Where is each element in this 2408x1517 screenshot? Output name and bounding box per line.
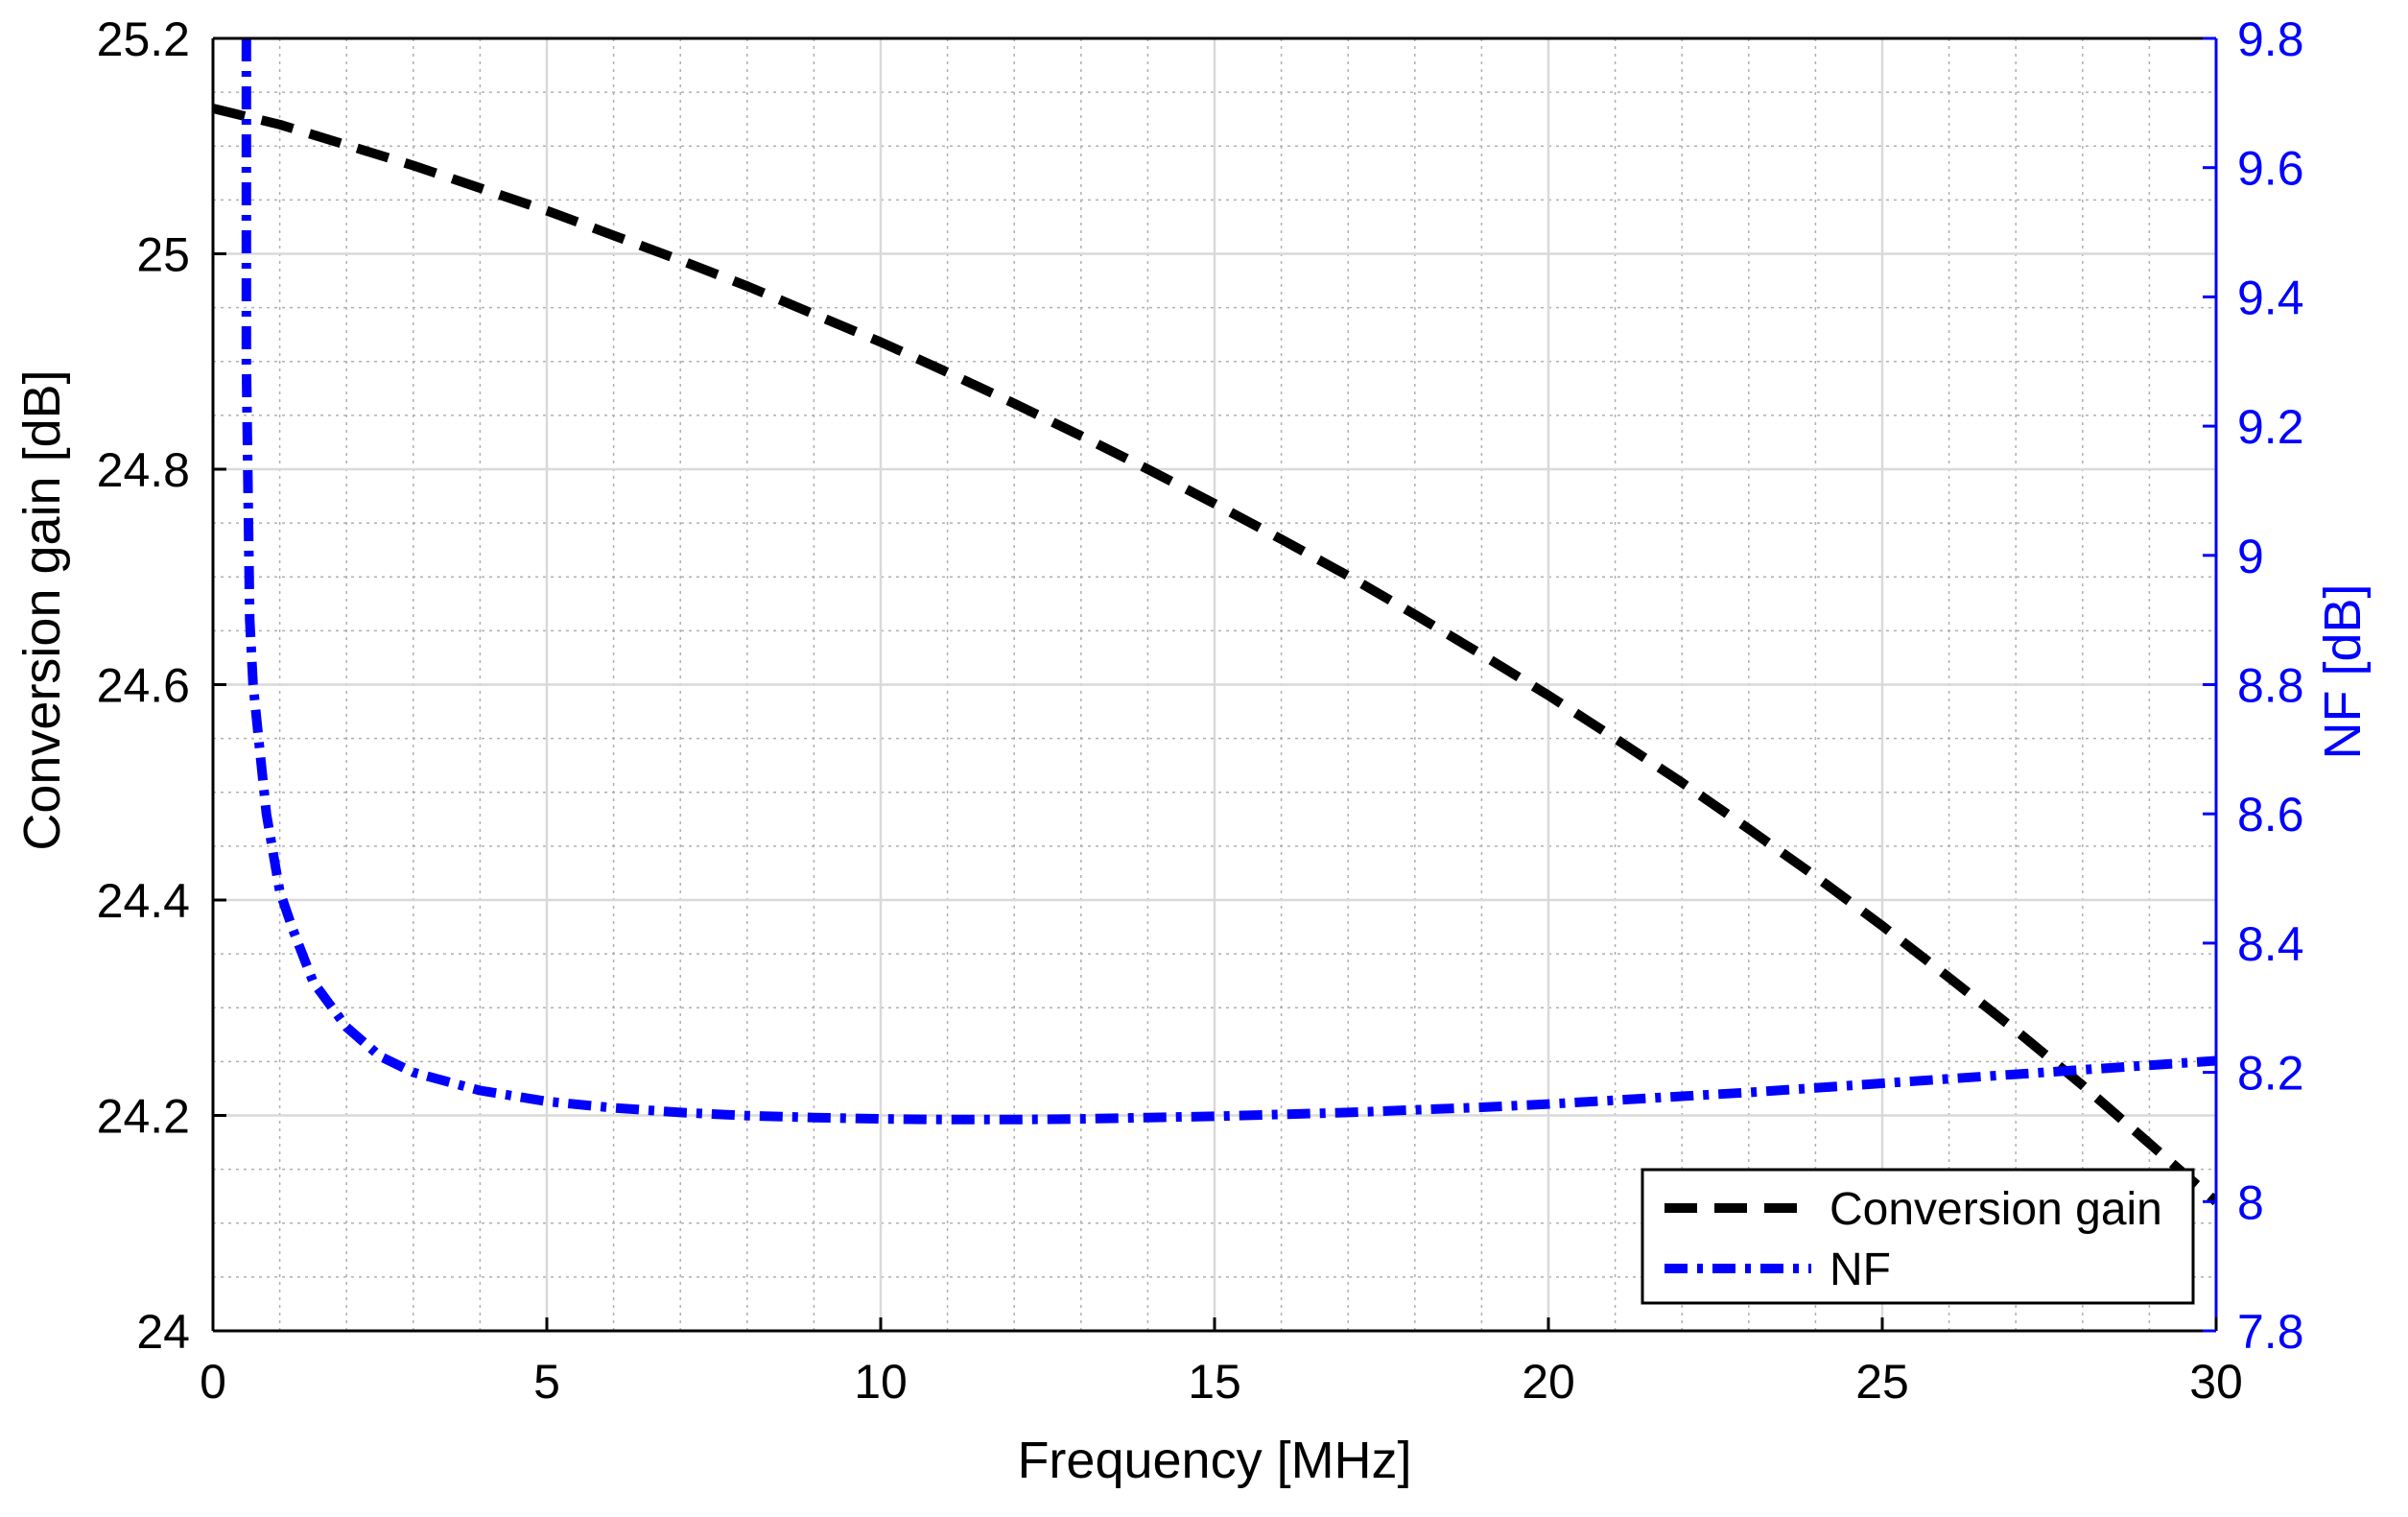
legend-nf-label: NF xyxy=(1830,1244,1891,1295)
legend-gain-label: Conversion gain xyxy=(1830,1184,2162,1235)
x-tick-label: 30 xyxy=(2189,1355,2243,1409)
y-right-tick-label: 8.6 xyxy=(2237,788,2304,841)
x-tick-label: 5 xyxy=(533,1355,560,1409)
x-tick-label: 0 xyxy=(200,1355,226,1409)
grid-layer xyxy=(213,38,2216,1331)
legend: Conversion gain NF xyxy=(1641,1168,2195,1305)
y-right-tick-label: 8.2 xyxy=(2237,1047,2304,1101)
y-left-tick-label: 24.2 xyxy=(97,1090,190,1144)
y-right-tick-label: 9.8 xyxy=(2237,12,2304,66)
series-line-conversion-gain xyxy=(213,104,2216,1206)
legend-box xyxy=(1641,1168,2195,1305)
y-right-tick-label: 8 xyxy=(2237,1175,2264,1229)
y-right-tick-label: 9.6 xyxy=(2237,142,2304,196)
y-left-tick-label: 24.4 xyxy=(97,874,190,928)
y-right-tick-label: 9.4 xyxy=(2237,271,2304,324)
y-axis-left-label: Conversion gain [dB] xyxy=(13,369,71,850)
x-tick-label: 10 xyxy=(854,1355,908,1409)
y-right-tick-label: 9.2 xyxy=(2237,400,2304,454)
y-right-tick-label: 7.8 xyxy=(2237,1305,2304,1359)
y-right-tick-label: 9 xyxy=(2237,530,2264,583)
series-layer xyxy=(213,38,2216,1206)
y-left-tick-label: 25.2 xyxy=(97,12,190,66)
y-left-tick-label: 24 xyxy=(136,1305,190,1359)
x-tick-label: 25 xyxy=(1855,1355,1909,1409)
x-axis-label: Frequency [MHz] xyxy=(1017,1432,1411,1489)
series-line-nf xyxy=(241,38,2216,1125)
axes-layer: 0 5 10 15 20 25 30 24 24.2 24.4 24.6 24.8 25 25.2 7.8 8… xyxy=(97,12,2304,1409)
y-left-tick-label: 24.6 xyxy=(97,659,190,713)
x-tick-label: 20 xyxy=(1522,1355,1575,1409)
x-tick-label: 15 xyxy=(1188,1355,1241,1409)
y-right-tick-label: 8.4 xyxy=(2237,917,2304,971)
y-axis-right-label: NF [dB] xyxy=(2314,583,2372,759)
y-right-tick-label: 8.8 xyxy=(2237,659,2304,713)
y-left-tick-label: 24.8 xyxy=(97,443,190,497)
y-left-tick-label: 25 xyxy=(136,228,190,282)
